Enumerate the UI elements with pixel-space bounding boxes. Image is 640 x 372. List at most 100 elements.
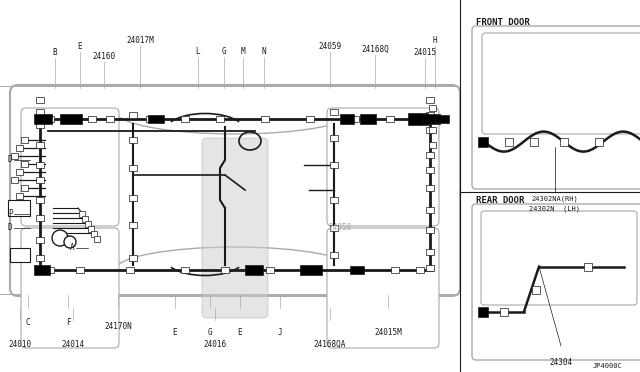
Bar xyxy=(36,142,44,148)
Bar xyxy=(129,165,137,171)
Bar xyxy=(360,114,376,124)
Circle shape xyxy=(64,236,76,248)
Text: 24168QA: 24168QA xyxy=(314,340,346,349)
Bar xyxy=(21,161,28,167)
Bar xyxy=(532,286,540,294)
Text: JP4000C: JP4000C xyxy=(592,363,622,369)
Text: D: D xyxy=(8,224,13,232)
Bar xyxy=(46,116,54,122)
Text: B: B xyxy=(52,48,58,57)
Bar xyxy=(129,137,137,143)
Text: 24058: 24058 xyxy=(328,224,351,232)
Bar xyxy=(8,200,30,216)
Bar xyxy=(34,114,52,124)
Text: F: F xyxy=(66,318,70,327)
Bar xyxy=(16,169,23,175)
FancyBboxPatch shape xyxy=(21,108,119,226)
Bar xyxy=(350,266,364,274)
Bar xyxy=(266,267,274,273)
Bar xyxy=(330,252,338,258)
Bar xyxy=(426,227,434,233)
Bar xyxy=(221,267,229,273)
Text: N: N xyxy=(262,47,266,56)
Bar xyxy=(106,116,114,122)
Bar xyxy=(85,221,91,227)
Text: P: P xyxy=(8,209,13,218)
Text: 24016: 24016 xyxy=(204,340,227,349)
Bar xyxy=(245,265,263,275)
Bar xyxy=(426,207,434,213)
Text: 24304: 24304 xyxy=(549,358,573,367)
Bar xyxy=(330,197,338,203)
Bar xyxy=(595,138,603,145)
Text: 24302N  (LH): 24302N (LH) xyxy=(529,206,580,212)
Bar xyxy=(36,255,44,261)
Bar xyxy=(330,162,338,168)
Bar xyxy=(340,114,354,124)
Circle shape xyxy=(52,230,68,246)
Bar xyxy=(46,267,54,273)
Bar xyxy=(426,249,434,255)
Bar xyxy=(129,255,137,261)
Text: E: E xyxy=(77,42,83,51)
Bar xyxy=(391,267,399,273)
Bar xyxy=(330,135,338,141)
FancyBboxPatch shape xyxy=(472,26,640,189)
Text: E: E xyxy=(173,328,177,337)
Bar xyxy=(426,152,434,158)
Bar xyxy=(330,109,338,115)
Text: E: E xyxy=(237,328,243,337)
Bar xyxy=(16,193,23,199)
Bar xyxy=(21,185,28,191)
Text: G: G xyxy=(221,47,227,56)
Text: G: G xyxy=(208,328,212,337)
Bar xyxy=(330,225,338,231)
Text: A: A xyxy=(70,244,75,253)
Bar xyxy=(505,138,513,145)
Bar xyxy=(351,116,359,122)
Bar xyxy=(386,116,394,122)
Bar xyxy=(181,116,189,122)
Text: 24017M: 24017M xyxy=(126,36,154,45)
Text: L: L xyxy=(196,47,200,56)
Bar xyxy=(11,177,18,183)
Bar xyxy=(148,115,164,123)
Bar xyxy=(422,114,440,124)
FancyBboxPatch shape xyxy=(482,33,640,134)
Bar xyxy=(36,122,44,128)
Text: H: H xyxy=(433,36,437,45)
Text: J: J xyxy=(278,328,282,337)
Text: 24168Q: 24168Q xyxy=(361,45,389,54)
Bar xyxy=(129,195,137,201)
Bar xyxy=(36,237,44,243)
Bar xyxy=(411,116,419,122)
Bar xyxy=(16,145,23,151)
Bar xyxy=(478,307,488,317)
Bar xyxy=(478,137,488,147)
FancyBboxPatch shape xyxy=(202,138,268,318)
FancyBboxPatch shape xyxy=(327,228,439,348)
FancyBboxPatch shape xyxy=(327,108,439,226)
Bar xyxy=(416,267,424,273)
Bar xyxy=(36,267,44,273)
Bar xyxy=(36,109,44,115)
Bar xyxy=(429,142,436,148)
Text: 24010: 24010 xyxy=(8,340,31,349)
Bar xyxy=(88,226,94,232)
Text: 24014: 24014 xyxy=(61,340,84,349)
Text: C: C xyxy=(26,318,30,327)
Text: 24160: 24160 xyxy=(92,52,116,61)
Bar xyxy=(435,115,449,123)
Text: 24015M: 24015M xyxy=(374,328,402,337)
Bar xyxy=(426,265,434,271)
Bar xyxy=(76,267,84,273)
Bar xyxy=(426,127,434,133)
Bar xyxy=(300,265,322,275)
Bar xyxy=(429,127,436,133)
Bar xyxy=(560,138,568,145)
Text: 24059: 24059 xyxy=(319,42,342,51)
Bar xyxy=(129,222,137,228)
Text: 24015: 24015 xyxy=(413,48,436,57)
Text: REAR DOOR: REAR DOOR xyxy=(476,196,524,205)
Bar xyxy=(261,116,269,122)
